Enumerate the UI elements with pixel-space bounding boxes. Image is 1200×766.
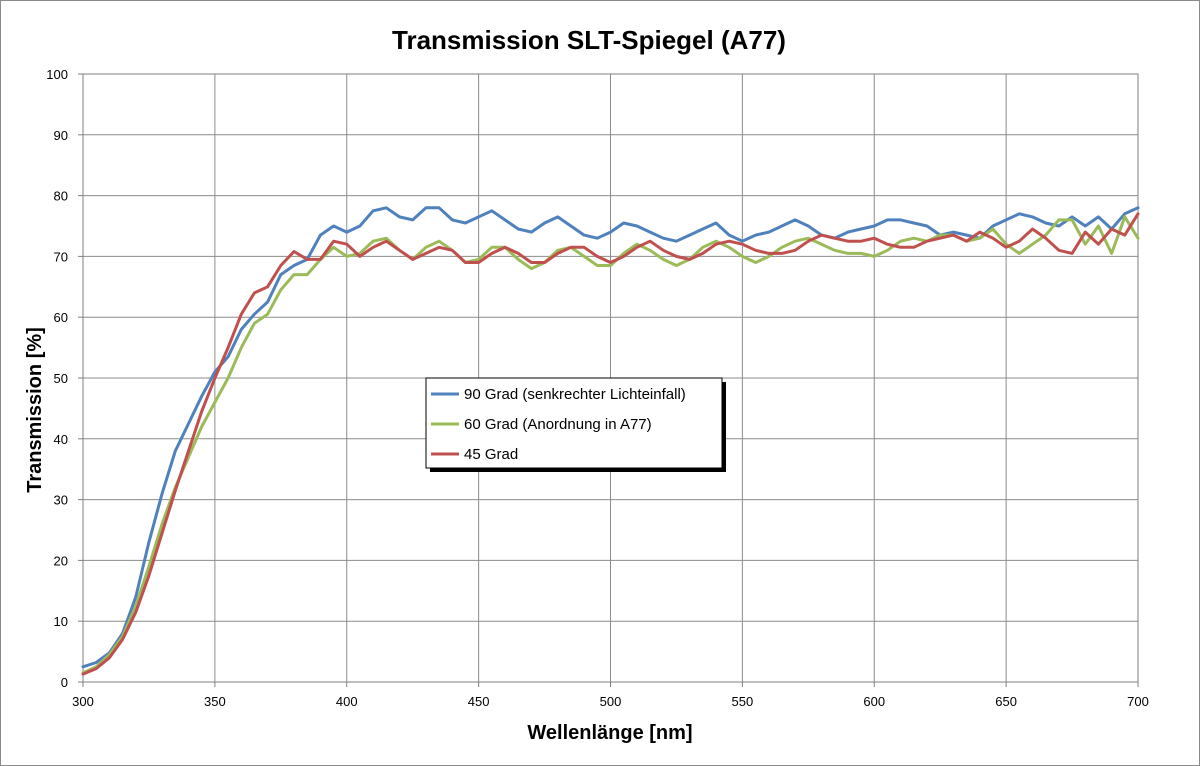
x-tick-label: 500 xyxy=(600,694,622,709)
y-tick-label: 90 xyxy=(54,128,68,143)
legend-label-60-grad: 60 Grad (Anordnung in A77) xyxy=(464,416,652,433)
y-tick-label: 10 xyxy=(54,614,68,629)
legend-label-45-grad: 45 Grad xyxy=(464,446,518,463)
series-line-90-grad xyxy=(81,206,1140,669)
x-tick-label: 400 xyxy=(336,694,358,709)
legend-box xyxy=(425,377,723,469)
x-tick-label: 600 xyxy=(863,694,885,709)
x-axis-title: Wellenlänge [nm] xyxy=(527,722,692,744)
y-tick-label: 0 xyxy=(61,675,68,690)
series-line-45-grad xyxy=(81,212,1140,676)
tick-labels: 0 10 20 30 40 50 60 70 80 90 100 300 350 400 450 500 550… xyxy=(46,67,1149,709)
x-tick-label: 300 xyxy=(72,694,94,709)
x-tick-label: 650 xyxy=(995,694,1017,709)
y-tick-label: 80 xyxy=(54,189,68,204)
plot-area-border xyxy=(82,73,1139,683)
y-axis-title: Transmission [%] xyxy=(24,327,46,493)
x-tick-label: 450 xyxy=(468,694,490,709)
chart-title: Transmission SLT-Spiegel (A77) xyxy=(392,25,786,55)
x-tick-label: 350 xyxy=(204,694,226,709)
x-tick-label: 550 xyxy=(732,694,754,709)
series-layer xyxy=(81,206,1140,676)
y-tick-label: 40 xyxy=(54,432,68,447)
y-tick-label: 20 xyxy=(54,553,68,568)
y-tick-label: 60 xyxy=(54,310,68,325)
y-tick-label: 50 xyxy=(54,371,68,386)
y-tick-label: 70 xyxy=(54,249,68,264)
legend: 90 Grad (senkrechter Lichteinfall) 60 Gr… xyxy=(425,377,726,472)
y-tick-label: 100 xyxy=(46,67,68,82)
y-tick-label: 30 xyxy=(54,493,68,508)
x-tick-label: 700 xyxy=(1127,694,1149,709)
legend-label-90-grad: 90 Grad (senkrechter Lichteinfall) xyxy=(464,386,686,403)
